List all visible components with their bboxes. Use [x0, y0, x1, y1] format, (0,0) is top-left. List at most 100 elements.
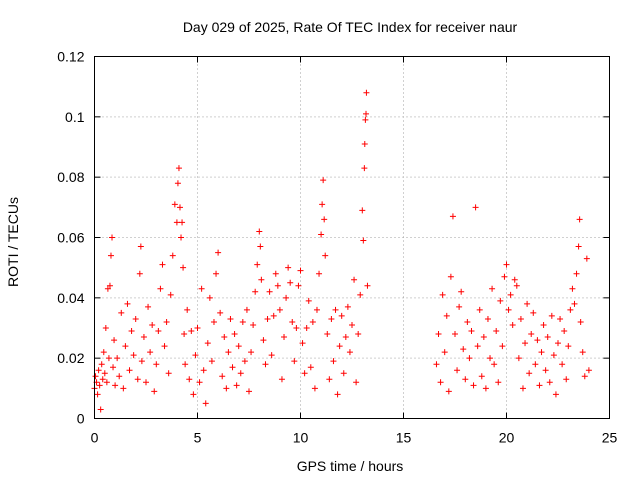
y-tick-label: 0.04 — [57, 290, 84, 306]
data-point — [204, 340, 211, 347]
data-point — [360, 237, 367, 244]
data-point — [252, 288, 259, 295]
data-point — [532, 361, 539, 368]
data-point — [299, 340, 306, 347]
data-point — [513, 282, 520, 289]
data-point — [96, 382, 103, 389]
data-point — [281, 334, 288, 341]
data-point — [194, 325, 201, 331]
data-point — [361, 165, 368, 172]
x-tick-label: 10 — [293, 430, 309, 446]
data-point — [495, 379, 502, 386]
data-point — [326, 376, 333, 383]
data-point — [519, 385, 526, 392]
data-point — [99, 376, 106, 383]
data-point — [460, 346, 467, 353]
data-point — [202, 400, 209, 407]
data-point — [297, 267, 304, 274]
y-tick-label: 0 — [77, 411, 85, 427]
data-point — [151, 388, 158, 395]
data-point — [447, 273, 454, 280]
data-point — [134, 376, 141, 383]
data-point — [575, 243, 582, 250]
data-point — [128, 328, 135, 335]
data-point — [237, 370, 244, 377]
data-point — [573, 270, 580, 277]
data-point — [116, 373, 123, 380]
data-point — [505, 306, 512, 313]
y-tick-label: 0.12 — [57, 49, 84, 65]
data-point — [100, 349, 107, 356]
data-point — [536, 382, 543, 389]
data-point — [456, 303, 463, 310]
data-point — [546, 379, 553, 386]
data-point — [548, 312, 555, 319]
data-point — [243, 306, 250, 313]
data-point — [260, 337, 267, 344]
data-point — [239, 318, 246, 325]
data-point — [557, 315, 564, 322]
data-point — [530, 309, 537, 316]
data-point — [257, 243, 264, 250]
data-point — [344, 303, 351, 310]
data-point — [101, 370, 108, 377]
data-point — [186, 376, 193, 383]
data-point — [466, 355, 473, 362]
data-point — [571, 300, 578, 307]
data-point — [522, 340, 529, 347]
data-point — [124, 300, 131, 307]
data-point — [132, 315, 139, 322]
data-point — [303, 325, 310, 331]
data-point — [122, 343, 129, 350]
data-point — [472, 204, 479, 211]
data-point — [179, 219, 186, 226]
data-point — [287, 279, 294, 286]
data-point — [180, 264, 187, 271]
data-point — [105, 355, 112, 362]
grid-lines — [94, 56, 610, 419]
data-point — [106, 282, 113, 289]
x-axis-label: GPS time / hours — [297, 458, 404, 474]
data-point — [468, 328, 475, 335]
plot-frame — [94, 56, 610, 419]
data-point — [563, 376, 570, 383]
y-tick-label: 0.02 — [57, 350, 84, 366]
data-point — [338, 312, 345, 319]
data-point — [188, 328, 195, 335]
data-point — [355, 331, 362, 338]
data-point — [157, 285, 164, 292]
data-point — [278, 376, 285, 383]
data-point — [235, 343, 242, 350]
data-point — [305, 297, 312, 304]
data-point — [176, 204, 183, 211]
data-point — [104, 285, 111, 292]
data-point — [120, 385, 127, 392]
data-point — [159, 261, 166, 268]
data-point — [295, 282, 302, 289]
data-point — [227, 315, 234, 322]
data-point — [497, 297, 504, 304]
data-point — [145, 303, 152, 310]
data-point — [484, 315, 491, 322]
data-point — [153, 361, 160, 368]
data-point — [316, 270, 323, 277]
data-point — [342, 334, 349, 341]
chart-title: Day 029 of 2025, Rate Of TEC Index for r… — [183, 19, 518, 35]
data-point — [569, 285, 576, 292]
data-point — [544, 334, 551, 341]
data-point — [138, 358, 145, 365]
data-point — [443, 312, 450, 319]
data-point — [550, 352, 557, 359]
y-axis-label: ROTI / TECUs — [5, 197, 21, 287]
data-point — [511, 276, 518, 283]
data-point — [340, 370, 347, 377]
data-point — [509, 321, 516, 328]
data-point — [439, 291, 446, 298]
data-point — [114, 355, 121, 362]
data-point — [332, 306, 339, 313]
data-point — [109, 234, 116, 241]
data-point — [112, 382, 119, 389]
data-point — [225, 349, 232, 356]
data-point — [318, 231, 325, 238]
